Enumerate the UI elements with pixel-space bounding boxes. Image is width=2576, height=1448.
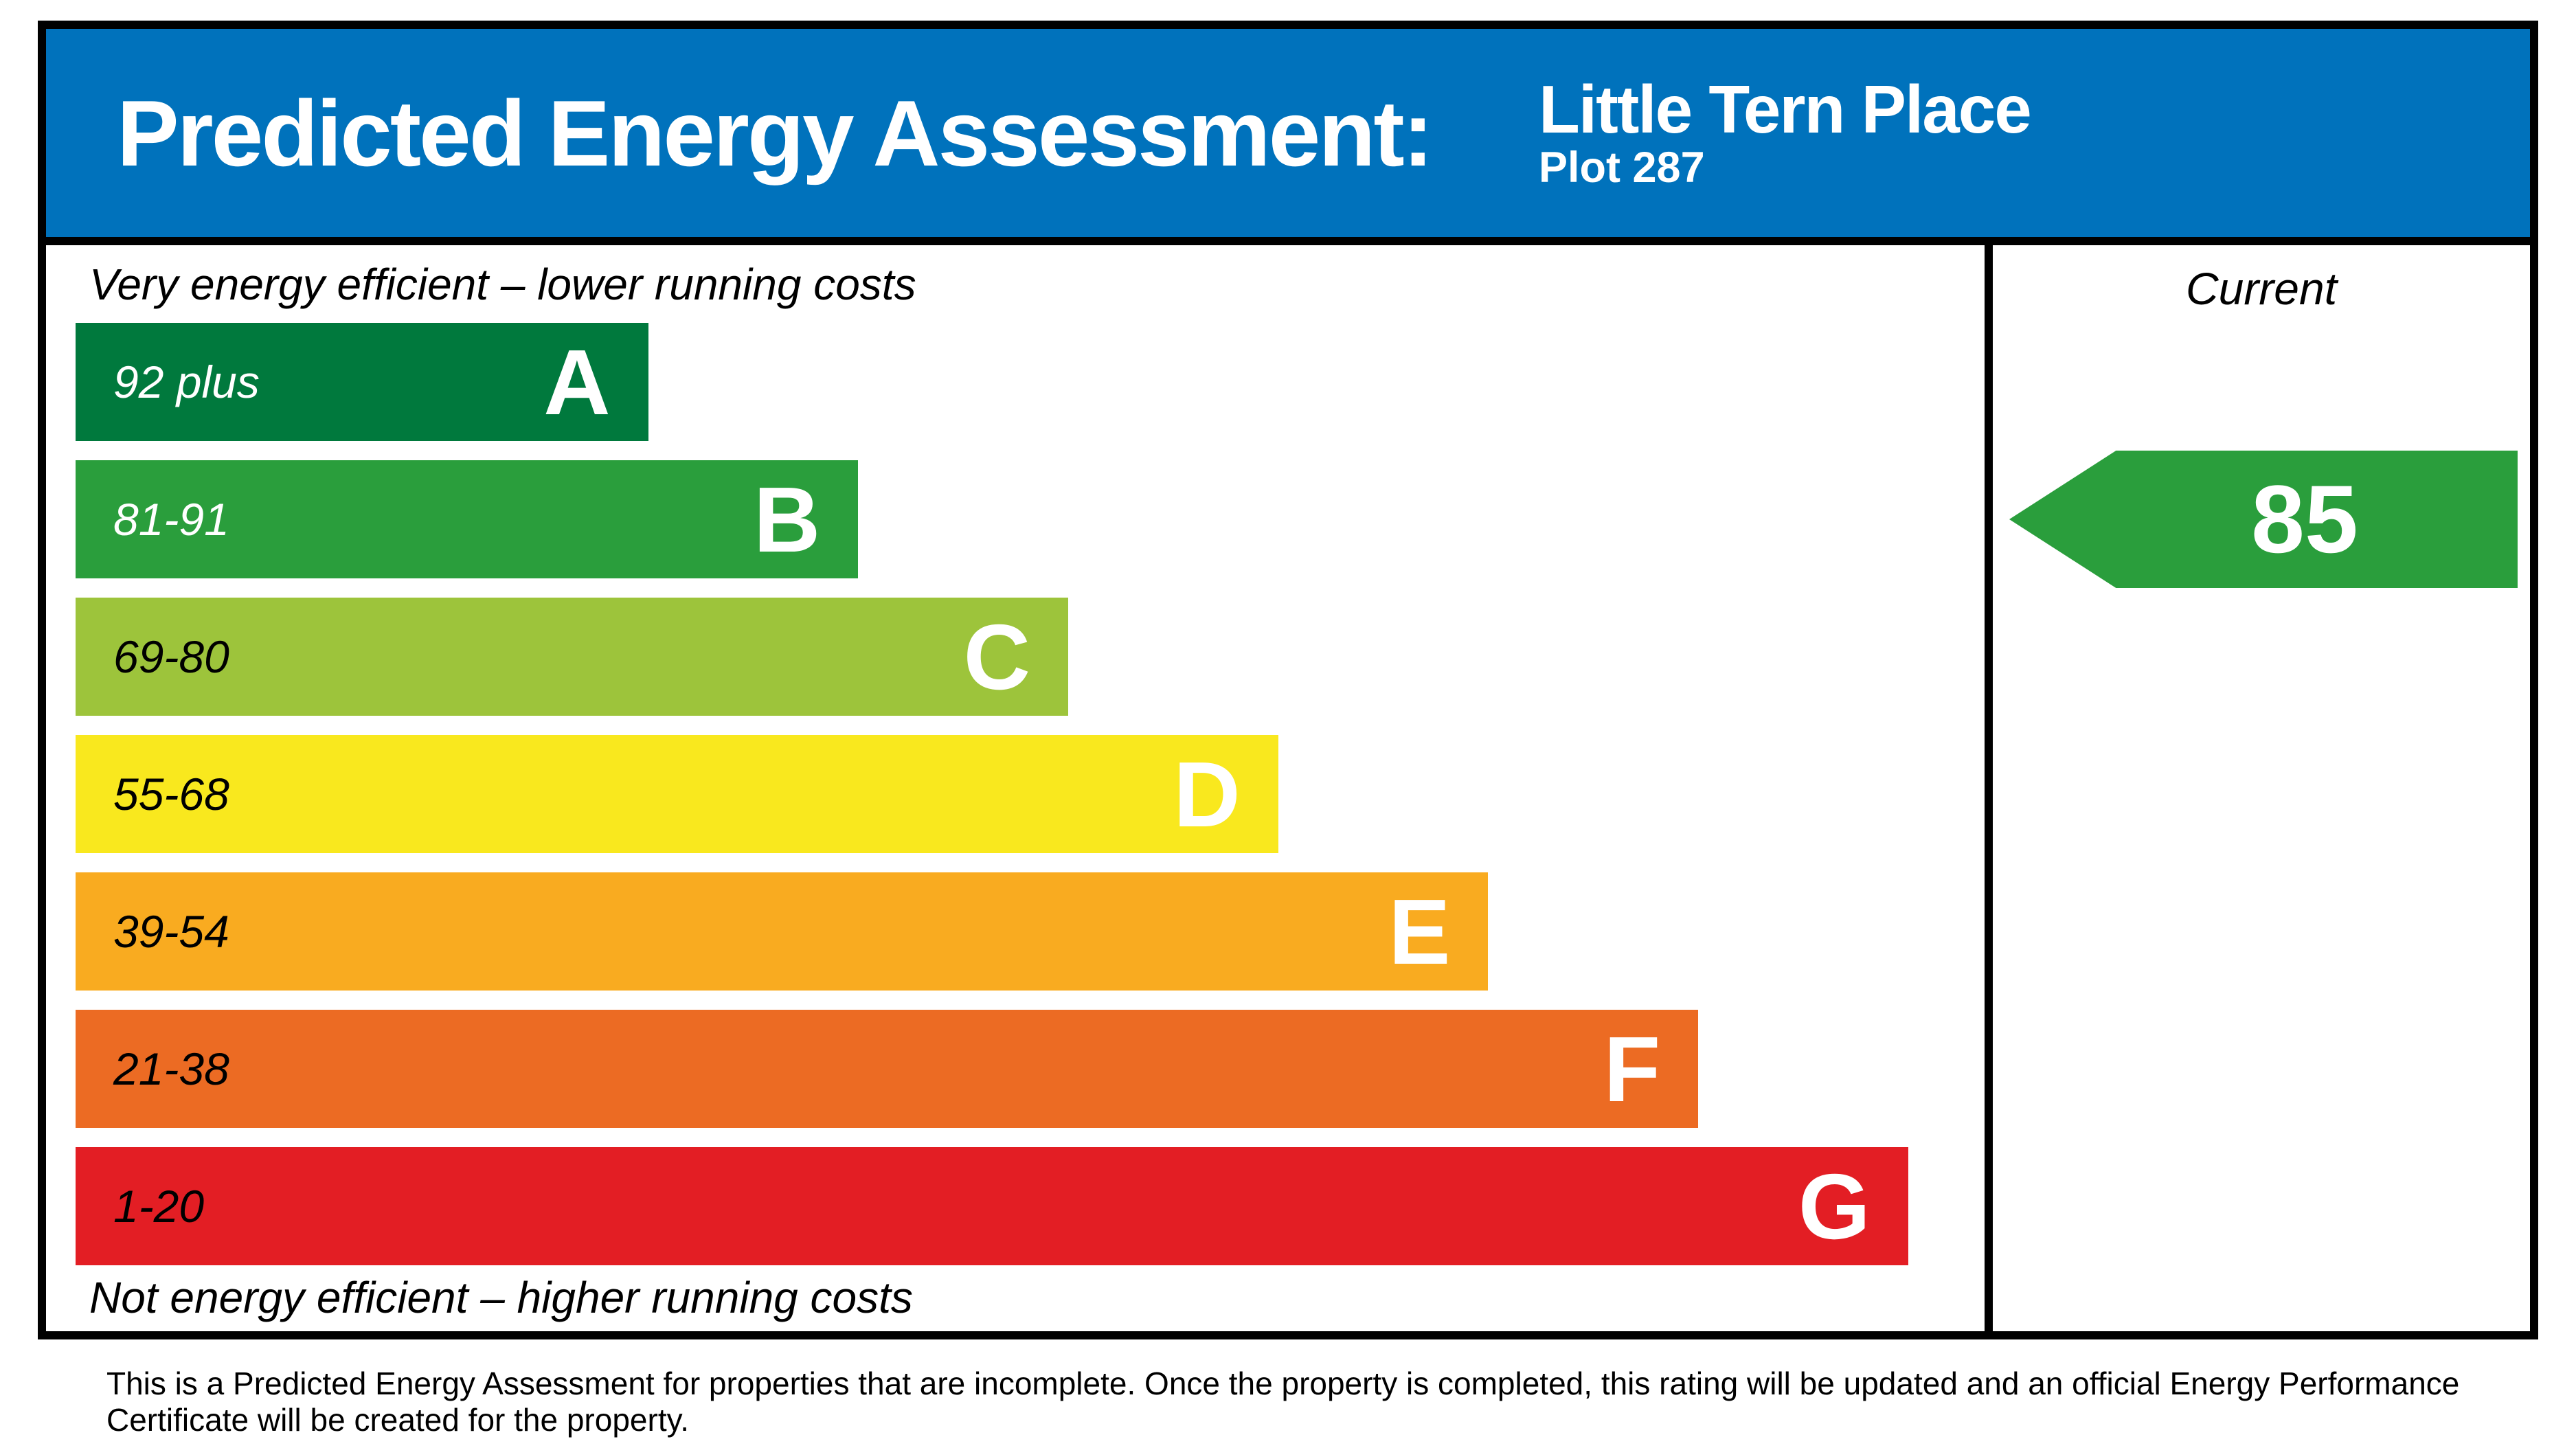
band-range-label: 21-38	[113, 1043, 229, 1094]
property-name: Little Tern Place	[1539, 71, 2032, 147]
band-range-label: 69-80	[113, 631, 229, 682]
band-bar-f: 21-38 F	[76, 1010, 1699, 1128]
band-bar-g: 1-20 G	[76, 1147, 1908, 1265]
caption-not-efficient: Not energy efficient – higher running co…	[89, 1273, 913, 1322]
band-letter: C	[963, 604, 1031, 709]
current-column-header: Current	[2185, 263, 2338, 314]
band-row-g: 1-20 G	[76, 1147, 1985, 1265]
certificate-header: Predicted Energy Assessment: Little Tern…	[46, 29, 2530, 245]
rating-bands: 92 plus A 81-91 B 69-80 C 55-68	[76, 323, 1985, 1285]
disclaimer-text: This is a Predicted Energy Assessment fo…	[106, 1366, 2460, 1438]
band-row-c: 69-80 C	[76, 598, 1985, 716]
band-bar-e: 39-54 E	[76, 872, 1489, 991]
band-row-d: 55-68 D	[76, 735, 1985, 853]
band-row-f: 21-38 F	[76, 1010, 1985, 1128]
band-letter: G	[1798, 1154, 1871, 1258]
band-bar-a: 92 plus A	[76, 323, 648, 441]
band-letter: A	[543, 330, 611, 434]
band-row-e: 39-54 E	[76, 872, 1985, 991]
band-bar-c: 69-80 C	[76, 598, 1069, 716]
current-rating-value: 85	[2251, 465, 2358, 573]
epc-certificate: Predicted Energy Assessment: Little Tern…	[38, 21, 2538, 1339]
rating-chart: Very energy efficient – lower running co…	[46, 245, 2530, 1331]
band-letter: E	[1388, 879, 1451, 984]
band-row-a: 92 plus A	[76, 323, 1985, 441]
band-letter: B	[753, 467, 821, 572]
band-range-label: 1-20	[113, 1181, 205, 1232]
band-row-b: 81-91 B	[76, 460, 1985, 578]
column-divider	[1985, 245, 1993, 1331]
plot-number: Plot 287	[1539, 144, 1705, 192]
band-letter: D	[1173, 742, 1241, 846]
band-range-label: 92 plus	[113, 357, 260, 407]
current-rating-arrow: 85	[2009, 451, 2518, 588]
property-address: Little Tern Place Plot 287	[1539, 71, 2032, 192]
page-title: Predicted Energy Assessment:	[117, 80, 1434, 185]
band-bar-d: 55-68 D	[76, 735, 1278, 853]
band-range-label: 81-91	[113, 494, 229, 545]
band-bar-b: 81-91 B	[76, 460, 859, 578]
band-range-label: 39-54	[113, 906, 229, 957]
band-letter: F	[1603, 1017, 1661, 1121]
current-rating-column: Current 85	[1993, 245, 2530, 1331]
caption-very-efficient: Very energy efficient – lower running co…	[89, 260, 916, 309]
band-range-label: 55-68	[113, 769, 229, 819]
